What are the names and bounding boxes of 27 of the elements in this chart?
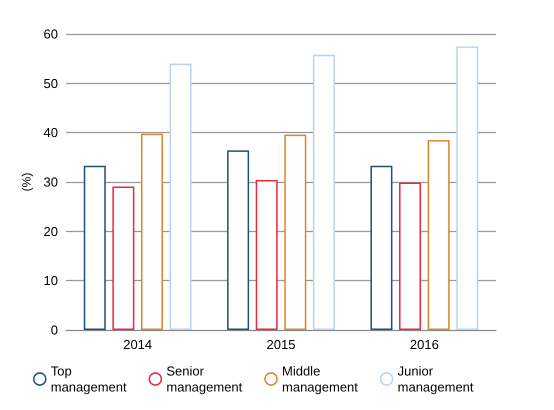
bar: [84, 166, 106, 330]
y-tick-label: 60: [44, 26, 58, 42]
legend-label: Senior management: [166, 364, 243, 394]
legend-label: Junior management: [398, 364, 474, 394]
y-tick-label: 0: [50, 322, 58, 338]
bar: [428, 140, 450, 330]
bar: [456, 46, 478, 330]
bar: [370, 166, 392, 330]
y-tick-label: 50: [44, 76, 58, 91]
y-tick-label: 30: [44, 174, 58, 190]
bar: [256, 180, 278, 330]
y-tick-label: 20: [44, 224, 58, 239]
bar: [170, 64, 192, 330]
bar: [140, 134, 163, 330]
x-tick-label: 2014: [123, 337, 152, 352]
y-tick-label: 10: [44, 273, 58, 288]
y-axis-title: (%): [20, 172, 34, 192]
y-tick-label: 40: [44, 125, 58, 140]
bar: [112, 186, 134, 330]
bar: [284, 134, 306, 330]
bar: [312, 54, 335, 330]
legend-label: Middle management: [282, 364, 358, 394]
x-tick-label: 2015: [266, 337, 296, 352]
bar: [227, 150, 250, 330]
x-tick-label: 2016: [410, 337, 439, 352]
bar: [399, 182, 422, 330]
legend-label: Top management: [50, 364, 128, 394]
